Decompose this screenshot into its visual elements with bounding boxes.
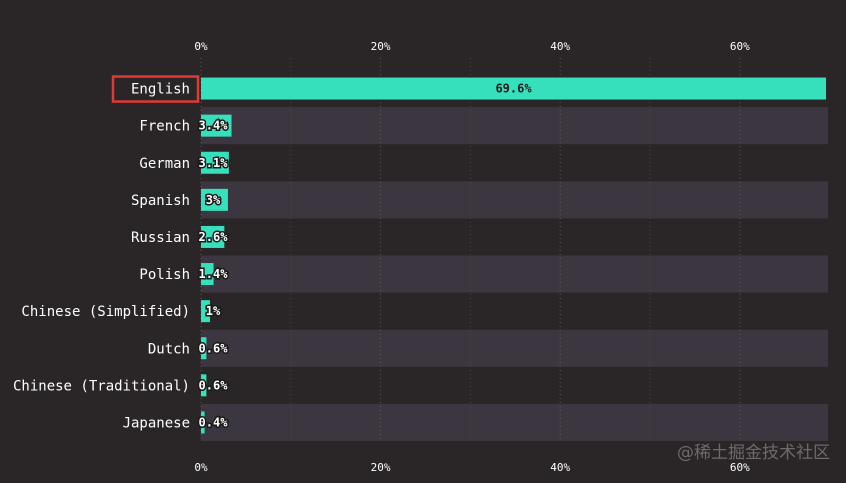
bar [201,263,214,286]
value-label: 2.6% [199,230,229,244]
row-stripe [201,107,828,145]
bar [201,114,232,137]
category-label: Spanish [131,193,190,209]
bar [201,77,827,100]
x-tick-label-top: 0% [194,40,208,53]
bar [201,300,210,323]
bar [201,411,205,434]
category-label: Polish [139,267,190,283]
value-label: 0.4% [199,415,229,429]
value-label: 3% [206,193,221,207]
row-stripe [201,181,828,219]
category-label: Russian [131,230,190,246]
x-tick-label-top: 40% [550,40,570,53]
row-stripe [201,403,828,441]
row-stripe [201,329,828,367]
value-label: 3.4% [199,119,229,133]
category-label: Dutch [148,341,190,357]
value-label: 0.6% [199,378,229,392]
bar [201,151,229,174]
value-label: 3.1% [199,156,229,170]
bar [201,225,225,248]
row-stripe [201,255,828,293]
x-tick-label-top: 60% [730,40,750,53]
value-label: 1% [206,304,221,318]
highlight-box [111,75,200,103]
category-label: Chinese (Simplified) [21,304,190,320]
category-label: English [131,82,190,98]
x-tick-label-bottom: 20% [371,461,391,474]
category-label: French [139,119,190,135]
value-label: 69.6% [495,82,532,96]
x-tick-label-top: 20% [371,40,391,53]
category-label: German [139,156,190,172]
watermark: @稀土掘金技术社区 [677,443,830,463]
category-label: Japanese [123,415,190,431]
x-tick-label-bottom: 40% [550,461,570,474]
bar [201,188,228,211]
bar [201,337,207,360]
value-label: 1.4% [199,267,229,281]
x-tick-label-bottom: 0% [194,461,208,474]
category-label: Chinese (Traditional) [13,378,190,394]
x-tick-label-bottom: 60% [730,461,750,474]
value-label: 0.6% [199,341,229,355]
bar [201,374,207,397]
